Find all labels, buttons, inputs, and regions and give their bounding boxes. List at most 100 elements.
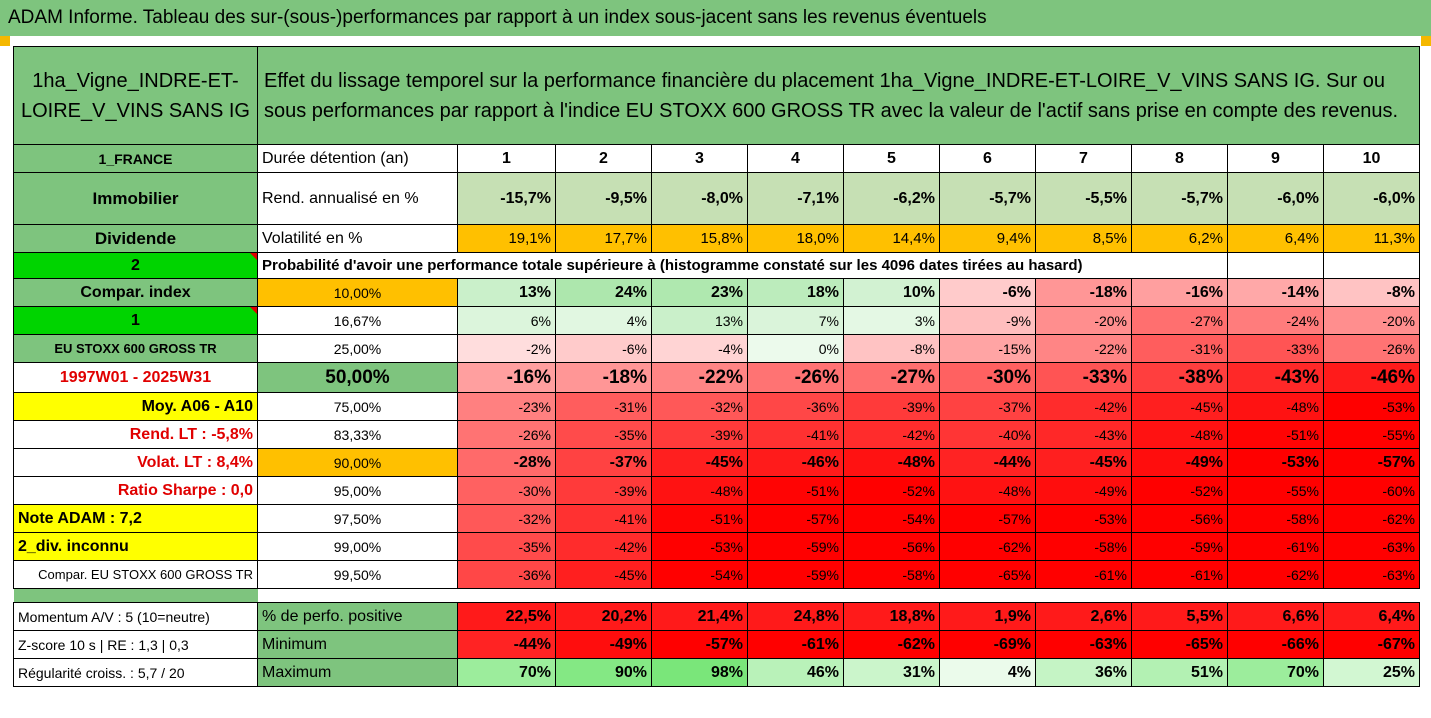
- rend-value-4: -7,1%: [747, 172, 844, 225]
- duree-label: Durée détention (an): [257, 144, 458, 173]
- quantile-value-9-6: -57%: [939, 504, 1036, 533]
- year-header-5: 5: [843, 144, 940, 173]
- quantile-value-6-3: -39%: [651, 420, 748, 449]
- bottom-value-1-9: 6,6%: [1227, 602, 1324, 631]
- quantile-value-6-2: -35%: [555, 420, 652, 449]
- quantile-pct-2: 16,67%: [257, 306, 458, 335]
- quantile-pct-6: 83,33%: [257, 420, 458, 449]
- quantile-value-11-5: -58%: [843, 560, 940, 589]
- quantile-value-1-4: 18%: [747, 278, 844, 307]
- quantile-value-6-1: -26%: [457, 420, 556, 449]
- quantile-value-5-9: -48%: [1227, 392, 1324, 421]
- quantile-value-9-7: -53%: [1035, 504, 1132, 533]
- quantile-value-1-3: 23%: [651, 278, 748, 307]
- quantile-value-4-9: -43%: [1227, 362, 1324, 393]
- quantile-value-8-2: -39%: [555, 476, 652, 505]
- quantile-value-8-9: -55%: [1227, 476, 1324, 505]
- vol-value-3: 15,8%: [651, 224, 748, 253]
- quantile-row-8: Ratio Sharpe : 0,0 95,00% -30% -39% -48% -51%…: [13, 476, 1420, 505]
- quantile-value-11-10: -63%: [1323, 560, 1420, 589]
- quantile-left-2: 1: [13, 306, 258, 335]
- bottom-value-2-4: -61%: [747, 630, 844, 659]
- quantile-value-4-6: -30%: [939, 362, 1036, 393]
- quantile-value-10-10: -63%: [1323, 532, 1420, 561]
- quantile-value-5-1: -23%: [457, 392, 556, 421]
- description-cell: Effet du lissage temporel sur la perform…: [257, 46, 1420, 145]
- year-header-6: 6: [939, 144, 1036, 173]
- asset-name-cell: 1ha_Vigne_INDRE-ET-LOIRE_V_VINS SANS IG: [13, 46, 258, 145]
- prob-empty-1: [1227, 252, 1324, 279]
- quantile-value-2-10: -20%: [1323, 306, 1420, 335]
- quantile-value-9-2: -41%: [555, 504, 652, 533]
- bottom-value-1-5: 18,8%: [843, 602, 940, 631]
- rend-value-8: -5,7%: [1131, 172, 1228, 225]
- country-cell: 1_FRANCE: [13, 144, 258, 173]
- quantile-left-8: Ratio Sharpe : 0,0: [13, 476, 258, 505]
- bottom-value-1-1: 22,5%: [457, 602, 556, 631]
- quantile-value-11-3: -54%: [651, 560, 748, 589]
- bottom-left-2: Z-score 10 s | RE : 1,3 | 0,3: [13, 630, 258, 659]
- quantile-value-2-6: -9%: [939, 306, 1036, 335]
- bottom-value-3-10: 25%: [1323, 658, 1420, 687]
- year-header-7: 7: [1035, 144, 1132, 173]
- quantile-value-2-1: 6%: [457, 306, 556, 335]
- bottom-label-1: % de perfo. positive: [257, 602, 458, 631]
- bottom-value-3-6: 4%: [939, 658, 1036, 687]
- quantile-value-10-1: -35%: [457, 532, 556, 561]
- quantile-pct-11: 99,50%: [257, 560, 458, 589]
- quantile-value-10-7: -58%: [1035, 532, 1132, 561]
- quantile-pct-3: 25,00%: [257, 334, 458, 363]
- quantile-value-6-7: -43%: [1035, 420, 1132, 449]
- bottom-value-1-3: 21,4%: [651, 602, 748, 631]
- bottom-value-3-8: 51%: [1131, 658, 1228, 687]
- quantile-row-1: Compar. index 10,00% 13% 24% 23% 18% 10% -6% -18…: [13, 278, 1420, 307]
- quantile-value-8-10: -60%: [1323, 476, 1420, 505]
- quantile-value-1-5: 10%: [843, 278, 940, 307]
- bottom-left-3: Régularité croiss. : 5,7 / 20: [13, 658, 258, 687]
- year-header-2: 2: [555, 144, 652, 173]
- quantile-value-11-2: -45%: [555, 560, 652, 589]
- quantile-value-2-4: 7%: [747, 306, 844, 335]
- year-header-4: 4: [747, 144, 844, 173]
- quantile-value-4-10: -46%: [1323, 362, 1420, 393]
- quantile-value-2-2: 4%: [555, 306, 652, 335]
- scenario-cell: 2: [13, 252, 258, 279]
- year-header-3: 3: [651, 144, 748, 173]
- quantile-value-9-5: -54%: [843, 504, 940, 533]
- gap-left: [13, 588, 258, 603]
- bottom-value-2-10: -67%: [1323, 630, 1420, 659]
- vol-value-2: 17,7%: [555, 224, 652, 253]
- bottom-value-1-4: 24,8%: [747, 602, 844, 631]
- quantile-value-9-10: -62%: [1323, 504, 1420, 533]
- vol-value-6: 9,4%: [939, 224, 1036, 253]
- quantile-value-3-6: -15%: [939, 334, 1036, 363]
- quantile-value-10-5: -56%: [843, 532, 940, 561]
- bottom-value-3-3: 98%: [651, 658, 748, 687]
- quantile-value-6-9: -51%: [1227, 420, 1324, 449]
- bottom-value-3-4: 46%: [747, 658, 844, 687]
- quantile-value-2-5: 3%: [843, 306, 940, 335]
- bottom-value-2-9: -66%: [1227, 630, 1324, 659]
- quantile-value-5-5: -39%: [843, 392, 940, 421]
- quantile-value-3-2: -6%: [555, 334, 652, 363]
- quantile-left-5: Moy. A06 - A10: [13, 392, 258, 421]
- quantile-value-1-10: -8%: [1323, 278, 1420, 307]
- quantile-row-10: 2_div. inconnu 99,00% -35% -42% -53% -59% -56%…: [13, 532, 1420, 561]
- quantile-value-6-4: -41%: [747, 420, 844, 449]
- quantile-value-8-7: -49%: [1035, 476, 1132, 505]
- quantile-value-8-4: -51%: [747, 476, 844, 505]
- bottom-left-1: Momentum A/V : 5 (10=neutre): [13, 602, 258, 631]
- bottom-row-2: Z-score 10 s | RE : 1,3 | 0,3 Minimum -44%…: [13, 630, 1420, 659]
- quantile-value-2-9: -24%: [1227, 306, 1324, 335]
- report-banner: ADAM Informe. Tableau des sur-(sous-)per…: [0, 0, 1431, 36]
- quantile-value-5-8: -45%: [1131, 392, 1228, 421]
- quantile-value-5-4: -36%: [747, 392, 844, 421]
- quantile-value-11-7: -61%: [1035, 560, 1132, 589]
- performance-table: 1ha_Vigne_INDRE-ET-LOIRE_V_VINS SANS IG E…: [13, 46, 1420, 687]
- rend-value-7: -5,5%: [1035, 172, 1132, 225]
- quantile-value-7-4: -46%: [747, 448, 844, 477]
- vol-value-7: 8,5%: [1035, 224, 1132, 253]
- quantile-value-1-1: 13%: [457, 278, 556, 307]
- year-header-8: 8: [1131, 144, 1228, 173]
